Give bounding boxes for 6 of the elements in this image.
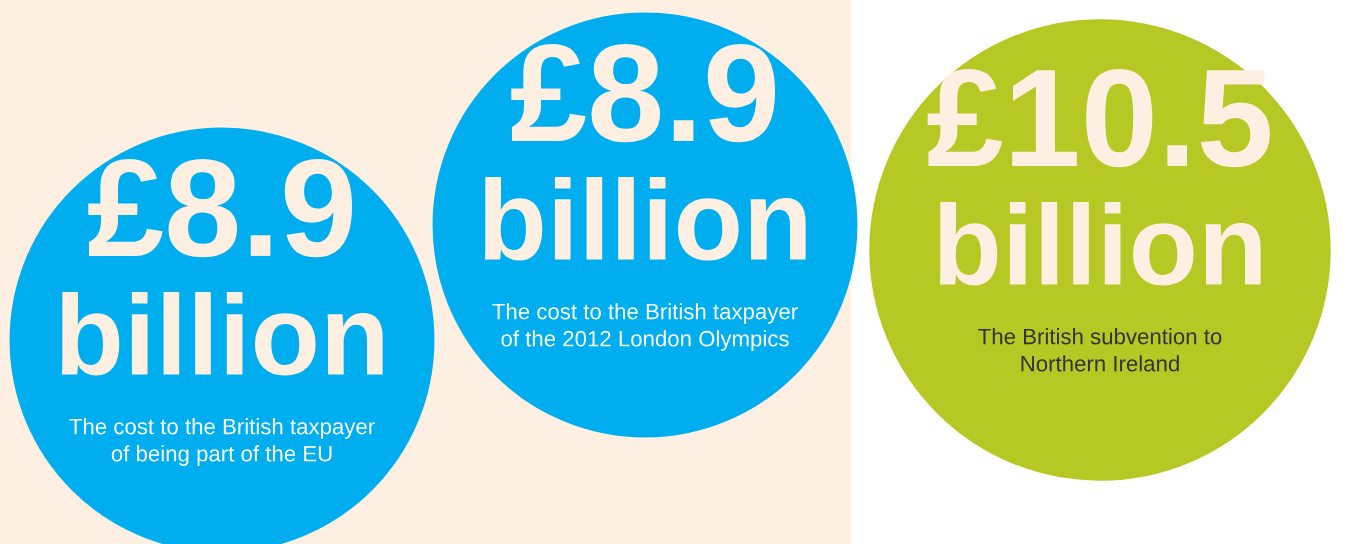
data-label: £8.9 billion [61, 158, 383, 376]
data-label: £8.9 billion [484, 43, 806, 261]
category-label: The British subvention to Northern Ireland [978, 328, 1222, 372]
category-label: The cost to the British taxpayer of being part of the EU [69, 418, 375, 466]
category-label: The cost to the British taxpayer of the 2012 London Olympics [492, 303, 798, 351]
data-label: £10.5 billion [927, 68, 1270, 286]
